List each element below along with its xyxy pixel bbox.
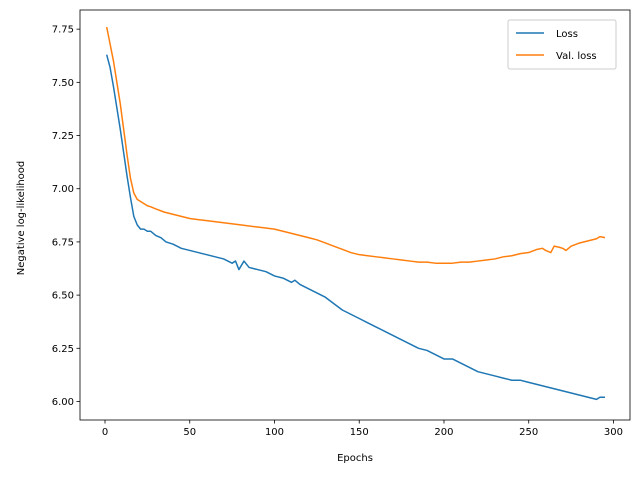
- x-axis-label: Epochs: [337, 453, 373, 464]
- y-tick-label: 7.00: [52, 184, 74, 195]
- y-axis-label: Negative log-likelihood: [16, 161, 27, 276]
- x-axis-ticks: 0 50 100 150 200 250 300: [102, 420, 623, 438]
- legend: Loss Val. loss: [507, 19, 617, 70]
- x-tick-label: 150: [350, 427, 369, 438]
- x-tick-label: 0: [102, 427, 108, 438]
- y-tick-label: 7.75: [52, 25, 74, 36]
- x-tick-label: 50: [183, 427, 196, 438]
- y-tick-label: 6.75: [52, 237, 74, 248]
- y-tick-label: 6.25: [52, 344, 74, 355]
- y-axis-ticks: 6.00 6.25 6.50 6.75 7.00 7.25 7.50 7.75: [52, 25, 80, 408]
- plot-frame: [79, 9, 631, 421]
- x-tick-label: 100: [265, 427, 284, 438]
- y-tick-label: 6.50: [52, 291, 74, 302]
- plot-lines: [105, 26, 606, 401]
- y-tick-label: 7.25: [52, 131, 74, 142]
- x-tick-label: 300: [604, 427, 623, 438]
- y-tick-label: 6.00: [52, 397, 74, 408]
- legend-label-loss: Loss: [556, 29, 578, 40]
- legend-label-val-loss: Val. loss: [556, 51, 597, 62]
- x-tick-label: 250: [519, 427, 538, 438]
- series-line-loss: [105, 54, 605, 401]
- x-tick-label: 200: [434, 427, 453, 438]
- y-tick-label: 7.50: [52, 78, 74, 89]
- series-line-val-loss: [105, 26, 606, 264]
